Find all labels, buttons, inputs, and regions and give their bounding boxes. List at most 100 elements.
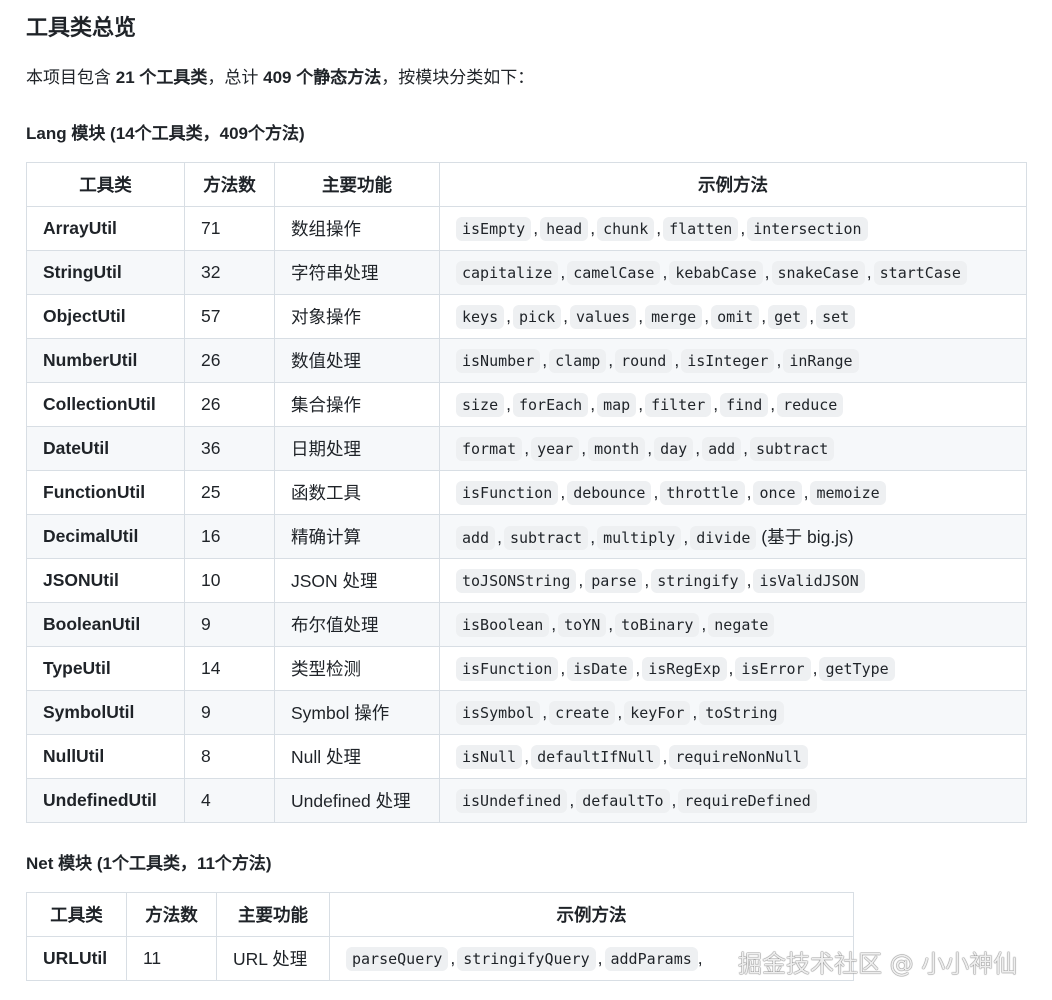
method-code: reduce bbox=[777, 393, 844, 417]
method-count-cell: 36 bbox=[184, 426, 275, 471]
method-code: day bbox=[654, 437, 694, 461]
intro-paragraph: 本项目包含 21 个工具类，总计 409 个静态方法，按模块分类如下： bbox=[26, 63, 534, 88]
method-code: subtract bbox=[503, 526, 589, 550]
method-code: isDate bbox=[567, 657, 634, 681]
method-code: isNull bbox=[456, 745, 523, 769]
intro-bold-classes: 21 个工具类 bbox=[115, 68, 208, 87]
function-cell: 集合操作 bbox=[274, 382, 440, 427]
method-code: merge bbox=[645, 305, 703, 329]
example-methods-cell: toJSONString, parse, stringify, isValidJSON bbox=[439, 558, 1027, 603]
method-code: defaultTo bbox=[576, 789, 670, 813]
class-name-cell: BooleanUtil bbox=[26, 602, 185, 647]
method-count-cell: 4 bbox=[184, 778, 275, 823]
table-row: DecimalUtil 16 精确计算 add, subtract, multiply, d… bbox=[26, 514, 1027, 559]
table-row: SymbolUtil 9 Symbol 操作 isSymbol, create, keyF… bbox=[26, 690, 1027, 735]
method-code: requireNonNull bbox=[669, 745, 808, 769]
method-code: year bbox=[531, 437, 580, 461]
example-methods-cell: capitalize, camelCase, kebabCase, snakeCase… bbox=[439, 250, 1027, 295]
column-header: 示例方法 bbox=[439, 162, 1027, 207]
method-code: pick bbox=[513, 305, 562, 329]
lang-table: 工具类 方法数 主要功能 示例方法 ArrayUtil 71 数组操作 isEmpty, he… bbox=[26, 162, 1027, 823]
class-name-cell: DecimalUtil bbox=[26, 514, 185, 559]
intro-text: ，总计 bbox=[207, 68, 264, 87]
method-code: throttle bbox=[660, 481, 745, 505]
method-code: memoize bbox=[810, 481, 886, 505]
column-header: 方法数 bbox=[184, 162, 275, 207]
example-methods-cell: add, subtract, multiply, divide (基于 big.js) bbox=[439, 514, 1027, 559]
intro-text: ，按模块分类如下： bbox=[381, 68, 535, 87]
example-methods-cell: isFunction, isDate, isRegExp, isError, getTy… bbox=[439, 646, 1027, 691]
method-code: isError bbox=[735, 657, 811, 681]
method-code: get bbox=[768, 305, 808, 329]
method-code: omit bbox=[711, 305, 760, 329]
method-code: keys bbox=[456, 305, 505, 329]
example-methods-cell: isEmpty, head, chunk, flatten, intersection bbox=[439, 206, 1027, 251]
method-code: isUndefined bbox=[456, 789, 568, 813]
example-methods-cell: isUndefined, defaultTo, requireDefined bbox=[439, 778, 1027, 823]
function-cell: Symbol 操作 bbox=[274, 690, 440, 735]
method-code: parse bbox=[585, 569, 643, 593]
intro-bold-methods: 409 个静态方法 bbox=[263, 68, 382, 87]
example-methods-cell: isNull, defaultIfNull, requireNonNull bbox=[439, 734, 1027, 779]
method-count-cell: 11 bbox=[126, 936, 217, 981]
method-count-cell: 32 bbox=[184, 250, 275, 295]
method-code: isBoolean bbox=[456, 613, 550, 637]
example-methods-cell: isSymbol, create, keyFor, toString bbox=[439, 690, 1027, 735]
class-name-cell: DateUtil bbox=[26, 426, 185, 471]
example-methods-cell: isFunction, debounce, throttle, once, memoiz… bbox=[439, 470, 1027, 515]
function-cell: URL 处理 bbox=[216, 936, 330, 981]
table-row: ObjectUtil 57 对象操作 keys, pick, values, merge, o… bbox=[26, 294, 1027, 339]
class-name-cell: FunctionUtil bbox=[26, 470, 185, 515]
function-cell: 类型检测 bbox=[274, 646, 440, 691]
method-code: filter bbox=[645, 393, 712, 417]
function-cell: 对象操作 bbox=[274, 294, 440, 339]
function-cell: 数值处理 bbox=[274, 338, 440, 383]
intro-text: 本项目包含 bbox=[26, 68, 116, 87]
example-methods-cell: format, year, month, day, add, subtract bbox=[439, 426, 1027, 471]
method-code: divide bbox=[690, 526, 757, 550]
method-code: defaultIfNull bbox=[531, 745, 661, 769]
column-header: 主要功能 bbox=[274, 162, 440, 207]
lang-heading: Lang 模块 (14个工具类，409个方法) bbox=[26, 124, 305, 143]
method-code: intersection bbox=[747, 217, 868, 241]
method-code: add bbox=[702, 437, 742, 461]
method-code: addParams bbox=[604, 947, 698, 971]
table-row: StringUtil 32 字符串处理 capitalize, camelCase, ke… bbox=[26, 250, 1027, 295]
class-name-cell: SymbolUtil bbox=[26, 690, 185, 735]
net-table: 工具类 方法数 主要功能 示例方法 URLUtil 11 URL 处理 parseQuery… bbox=[26, 892, 854, 981]
method-note: (基于 big.js) bbox=[756, 527, 854, 547]
method-count-cell: 9 bbox=[184, 602, 275, 647]
column-header: 工具类 bbox=[26, 892, 127, 937]
method-code: inRange bbox=[783, 349, 859, 373]
example-methods-cell: size, forEach, map, filter, find, reduce bbox=[439, 382, 1027, 427]
table-row: CollectionUtil 26 集合操作 size, forEach, map, fil… bbox=[26, 382, 1027, 427]
table-row: FunctionUtil 25 函数工具 isFunction, debounce, th… bbox=[26, 470, 1027, 515]
table-row: UndefinedUtil 4 Undefined 处理 isUndefined, de… bbox=[26, 778, 1027, 823]
method-code: stringify bbox=[651, 569, 745, 593]
method-code: multiply bbox=[597, 526, 682, 550]
table-row: URLUtil 11 URL 处理 parseQuery, stringifyQuery… bbox=[26, 936, 854, 981]
class-name-cell: CollectionUtil bbox=[26, 382, 185, 427]
method-count-cell: 9 bbox=[184, 690, 275, 735]
table-row: NullUtil 8 Null 处理 isNull, defaultIfNull, req… bbox=[26, 734, 1027, 779]
table-header-row: 工具类 方法数 主要功能 示例方法 bbox=[26, 892, 854, 937]
method-count-cell: 25 bbox=[184, 470, 275, 515]
method-code: startCase bbox=[873, 261, 967, 285]
table-row: ArrayUtil 71 数组操作 isEmpty, head, chunk, flatte… bbox=[26, 206, 1027, 251]
function-cell: 数组操作 bbox=[274, 206, 440, 251]
method-code: clamp bbox=[549, 349, 607, 373]
method-code: kebabCase bbox=[669, 261, 763, 285]
method-code: round bbox=[615, 349, 673, 373]
table-row: NumberUtil 26 数值处理 isNumber, clamp, round, isI… bbox=[26, 338, 1027, 383]
method-code: create bbox=[549, 701, 616, 725]
function-cell: 布尔值处理 bbox=[274, 602, 440, 647]
method-count-cell: 71 bbox=[184, 206, 275, 251]
method-code: head bbox=[540, 217, 589, 241]
method-code: toJSONString bbox=[456, 569, 577, 593]
method-count-cell: 26 bbox=[184, 382, 275, 427]
function-cell: 函数工具 bbox=[274, 470, 440, 515]
class-name-cell: URLUtil bbox=[26, 936, 127, 981]
class-name-cell: ArrayUtil bbox=[26, 206, 185, 251]
method-code: stringifyQuery bbox=[457, 947, 596, 971]
method-count-cell: 10 bbox=[184, 558, 275, 603]
